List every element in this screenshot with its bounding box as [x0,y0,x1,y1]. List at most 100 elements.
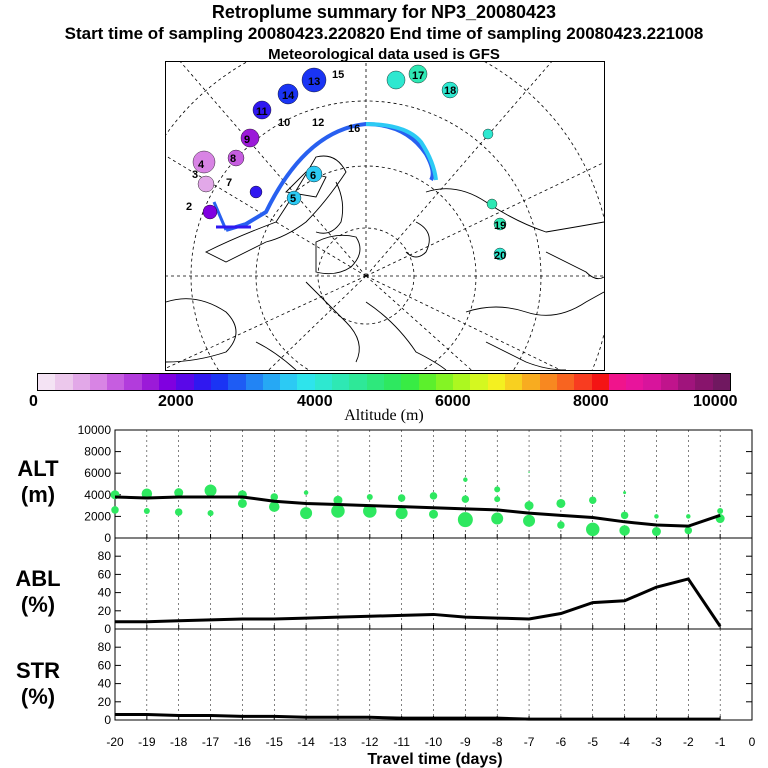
page-title: Retroplume summary for NP3_20080423 [211,2,557,22]
colorbar-swatch [124,374,142,390]
abl-y-tick-label: 0 [104,622,111,636]
x-tick-label: -14 [297,735,315,749]
colorbar-swatch [262,374,281,390]
colorbar-swatch [107,374,125,390]
map-label: 16 [348,123,360,135]
colorbar-swatch [487,374,506,390]
colorbar-swatch [55,374,73,390]
colorbar-swatch [176,374,194,390]
altitude-cluster-point [363,504,377,518]
alt-series-line [114,495,721,528]
colorbar-swatch [159,374,177,390]
altitude-cluster-point [528,471,530,473]
colorbar-swatch [660,374,678,390]
colorbar-swatch [591,374,609,390]
altitude-cluster-point [204,484,217,497]
coastline [204,155,347,263]
altitude-cluster-point [717,508,724,514]
altitude-cluster-point [651,527,661,537]
x-tick-label: -19 [138,735,156,749]
altitude-cluster-point [174,508,183,516]
x-tick-label: -16 [234,735,252,749]
colorbar-tick: 10000 [693,393,738,410]
altitude-cluster-point [556,498,566,508]
str-y-tick-label: 60 [98,658,112,672]
altitude-cluster-point [589,496,597,504]
coastline [365,301,447,370]
colorbar-swatch [89,374,108,390]
colorbar-swatch [332,374,350,390]
altitude-cluster-point [237,498,247,508]
alt-y-tick-label: 6000 [84,466,111,480]
alt-y-tick-label: 8000 [84,445,111,459]
alt-y-tick-label: 4000 [84,488,111,502]
coastline [305,281,360,363]
map-label: 17 [412,70,424,82]
latitude-circle [166,62,604,370]
str-y-tick-label: 20 [98,695,112,709]
x-tick-label: -13 [329,735,347,749]
plume-cluster [301,67,327,93]
altitude-cluster-point [143,508,150,514]
colorbar-swatch [712,374,730,390]
x-tick-label: -17 [202,735,220,749]
altitude-cluster-point [269,501,280,512]
map-label: 9 [244,134,250,146]
str-series-line [115,713,721,721]
colorbar-swatch [193,374,211,390]
x-tick-label: -7 [524,735,535,749]
trajectory-path-tail [212,201,228,231]
polar-map: 13 14 15 12 11 10 9 8 7 5 4 3 2 6 16 17 … [165,61,605,371]
sampling-times: Start time of sampling 20080423.220820 E… [64,24,704,43]
met-data-note: Meteorological data used is GFS [268,46,500,63]
map-label: 13 [308,76,320,88]
altitude-cluster-point [557,521,565,529]
x-tick-label: 0 [749,735,756,749]
colorbar-swatch [228,374,246,390]
colorbar-swatch [470,374,488,390]
map-label: 15 [332,69,344,81]
colorbar-swatch [141,374,160,390]
x-axis-title: Travel time (days) [367,751,502,768]
meridian-line [166,155,367,277]
colorbar-swatch [453,374,471,390]
colorbar-swatch [556,374,575,390]
map-label: 8 [230,153,236,165]
abl-y-tick-label: 60 [98,567,112,581]
colorbar-swatch [608,374,627,390]
coastline [166,298,237,363]
str-panel-unit: (%) [21,684,55,709]
x-tick-label: -12 [361,735,379,749]
altitude-cluster-point [524,501,534,511]
altitude-cluster-point [331,504,345,518]
altitude-cluster-point [429,492,438,500]
altitude-cluster-point [654,514,659,519]
x-tick-label: -1 [715,735,726,749]
colorbar-tick: 0 [29,393,38,410]
map-label: 12 [312,117,324,129]
alt-y-tick-label: 10000 [78,423,112,437]
altitude-cluster-point [463,477,468,482]
meridian-line [365,62,552,277]
map-label: 18 [444,85,456,97]
colorbar-swatch [349,374,367,390]
altitude-cluster-point [461,495,470,503]
colorbar-swatch [297,374,315,390]
plume-cluster [277,83,299,105]
map-label: 20 [494,250,506,262]
colorbar-swatch [677,374,696,390]
altitude-cluster-point [684,526,693,535]
x-tick-label: -3 [651,735,662,749]
colorbar-swatch [38,374,56,390]
meridian-line [268,275,367,370]
x-tick-label: -10 [425,735,443,749]
x-tick-label: -6 [556,735,567,749]
meridian-line [180,62,367,277]
colorbar-swatch [435,374,454,390]
altitude-cluster-point [333,495,343,505]
x-tick-label: -20 [106,735,124,749]
plume-cluster [408,64,428,84]
plume-cluster [493,217,507,231]
map-label: 5 [290,193,296,205]
altitude-cluster-point [686,514,691,519]
